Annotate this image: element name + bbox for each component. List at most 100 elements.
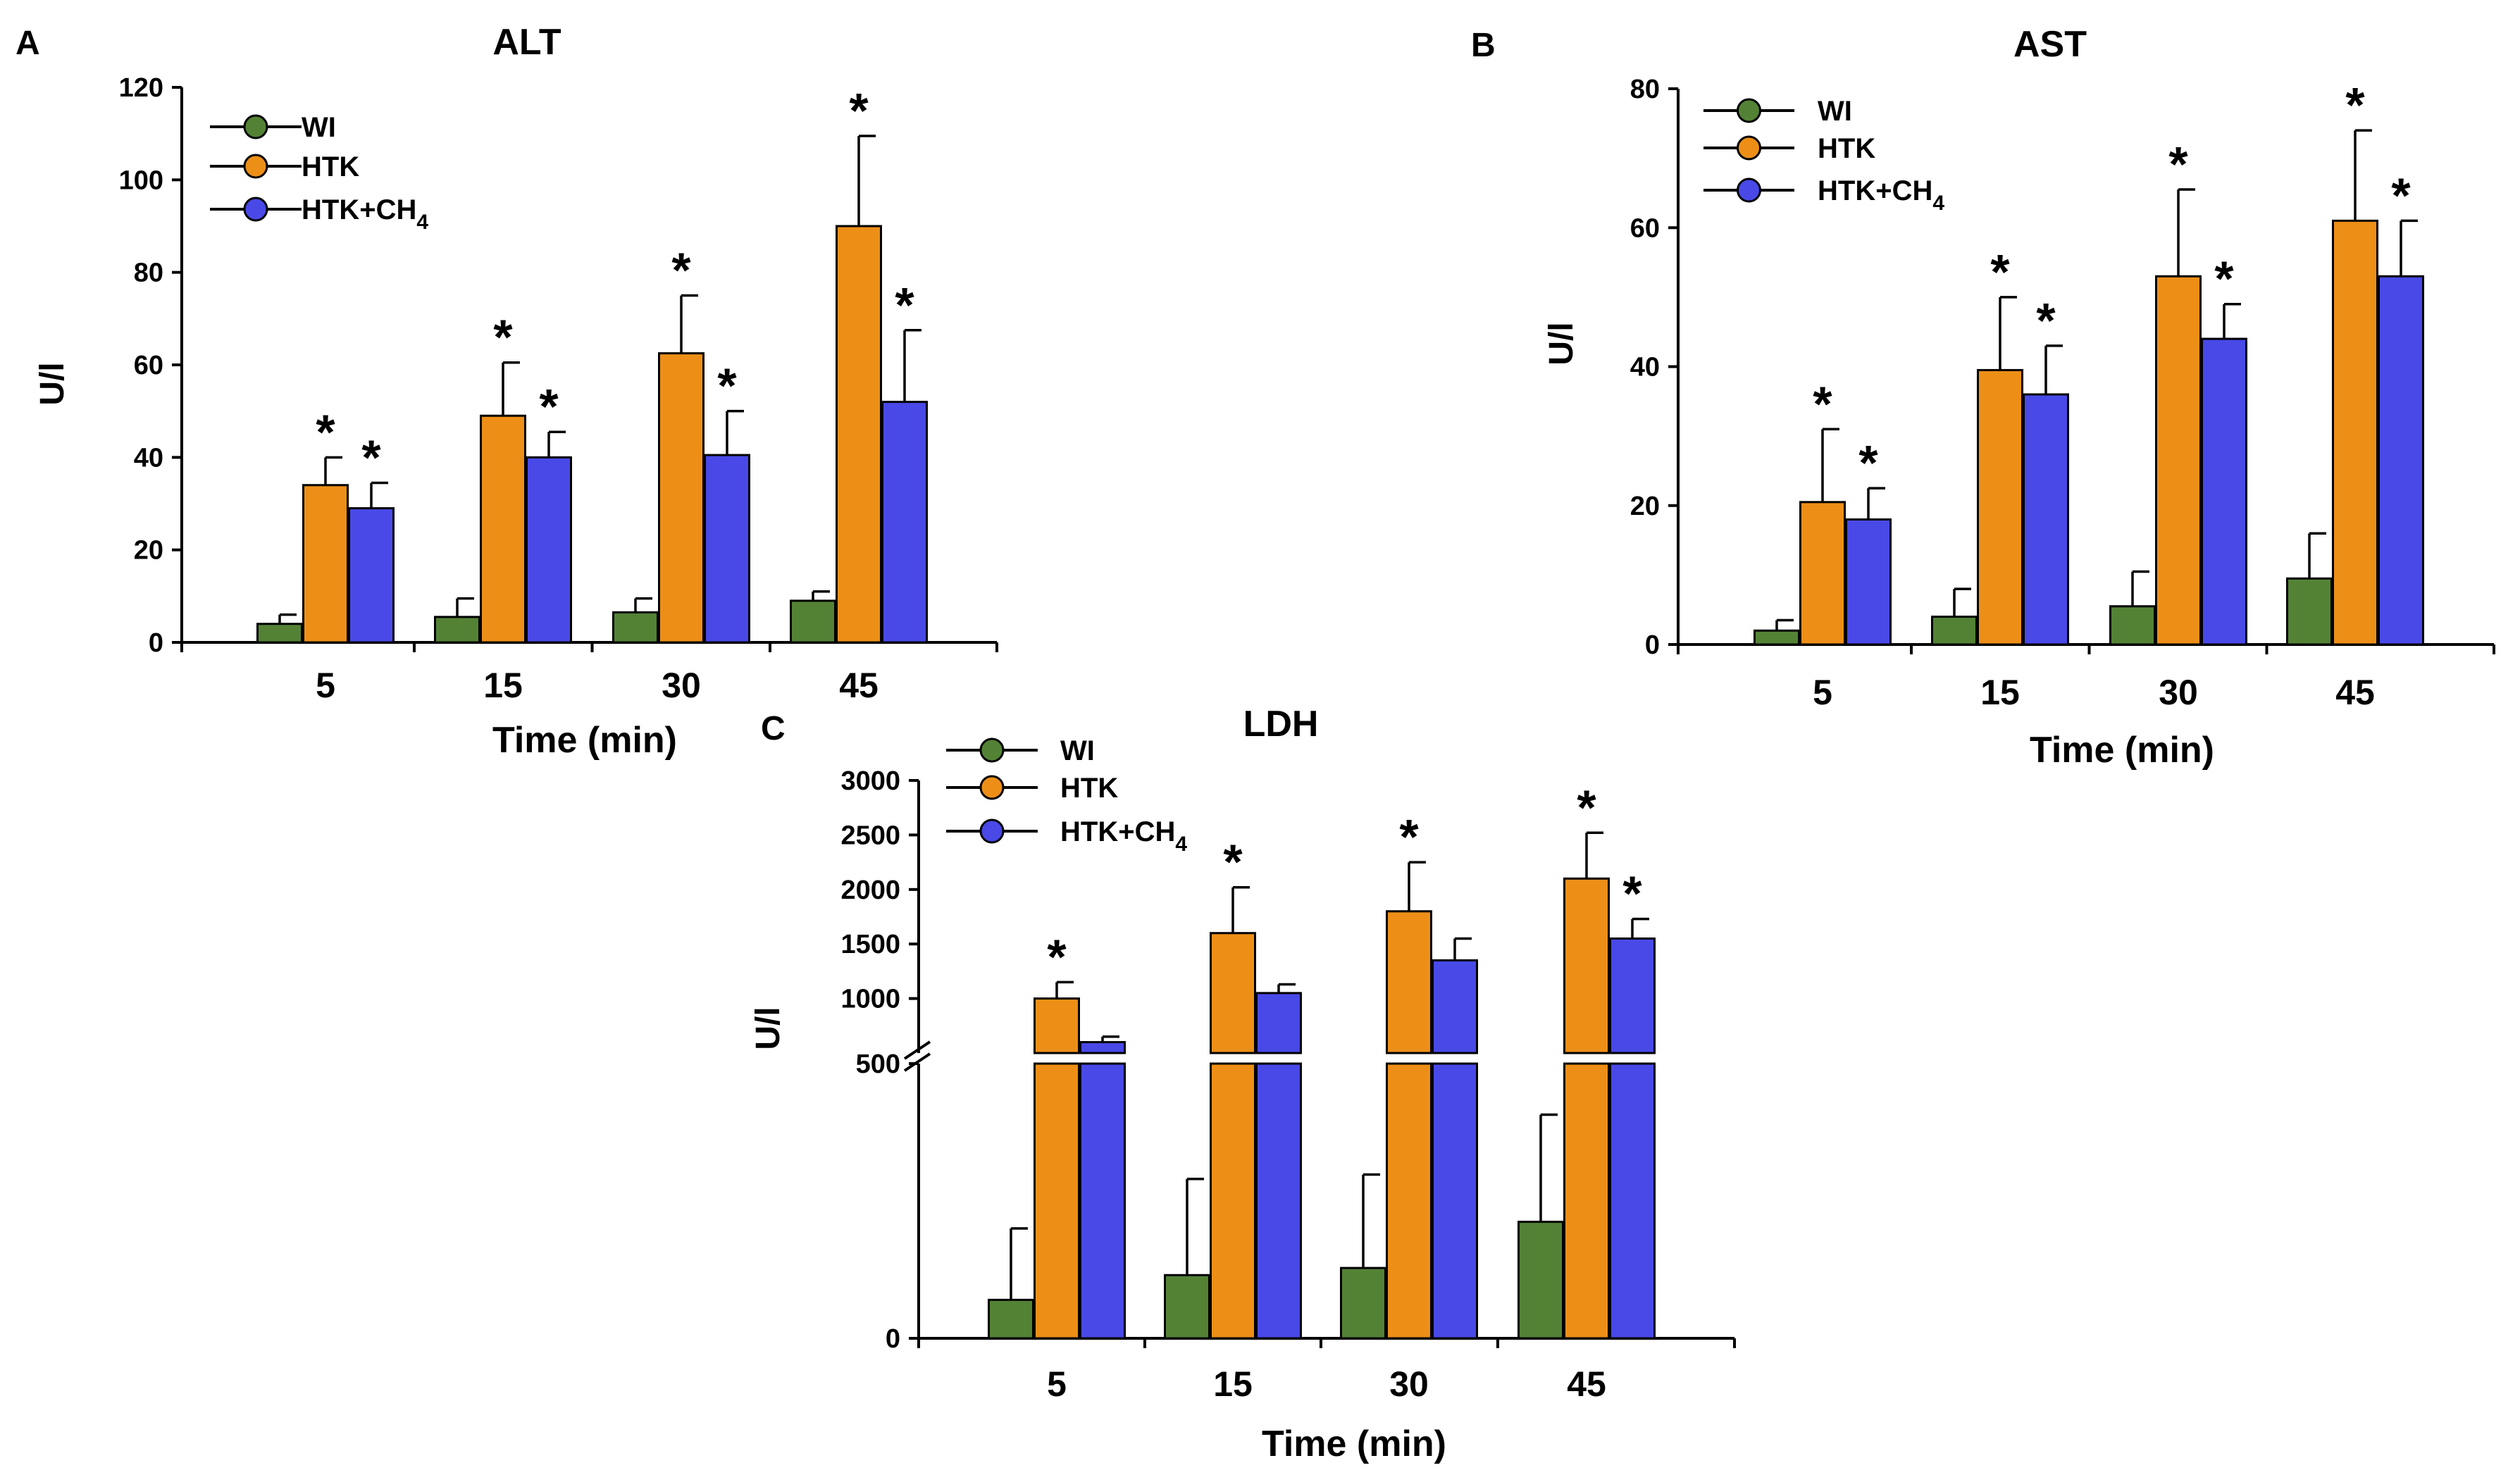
legend: WI HTK HTK+CH4 [210,112,428,234]
y-tick-label: 1500 [840,930,900,959]
bar [348,507,395,644]
y-tick-label: 1000 [840,985,900,1014]
legend-marker [1737,98,1761,123]
legend-label: HTK+CH4 [1060,816,1187,856]
bar [1255,992,1302,1054]
bar [2332,219,2378,646]
error-bar [1539,1113,1558,1222]
x-tick-label: 30 [1389,1364,1429,1404]
x-axis-label: Time (min) [492,720,677,761]
y-axis-label: U/l [750,1007,787,1050]
y-tick-label: 80 [134,259,163,288]
bar [612,611,659,644]
y-tick-label: 100 [119,166,163,195]
legend-label: HTK+CH4 [302,194,428,234]
bar [256,623,303,644]
y-tick-label: 20 [1630,492,1660,521]
bar [1977,368,2023,646]
y-tick-label: 120 [119,73,163,103]
bar [2378,275,2424,646]
error-bar [2131,570,2149,606]
error-bar [680,294,698,354]
significance-star: * [1990,244,2010,299]
legend-label: WI [302,112,336,143]
x-tick-label: 45 [2335,673,2375,712]
significance-star: * [1858,435,1878,490]
y-tick-label: 80 [1630,75,1660,104]
y-tick-label: 40 [1630,353,1660,382]
error-bar [1867,487,1885,520]
x-tick-label: 45 [839,666,879,705]
legend: WI HTK HTK+CH4 [1703,96,1944,215]
error-bar [1999,296,2017,370]
error-bar [2177,188,2195,277]
y-tick-label: 60 [134,351,163,380]
x-tick-label: 5 [316,666,335,705]
bar [1340,1266,1386,1340]
error-bar [1101,1035,1119,1042]
panel-label: C [761,710,786,747]
bar [480,414,526,644]
error-bar [1775,618,1794,631]
y-tick-label: 0 [1645,630,1660,660]
bar [2201,337,2247,646]
error-bar [547,430,566,458]
legend-label: WI [1818,96,1852,127]
bar [2109,605,2156,646]
significance-star: * [539,379,559,434]
plot-area: 0 20 40 60 80 5 15 30 45 * * * * * * * * [1630,75,2495,712]
significance-star: * [2214,251,2234,306]
y-tick-label: 0 [886,1324,900,1354]
legend-marker [243,154,268,179]
error-bar [456,597,474,617]
error-bar [2223,302,2241,340]
significance-star: * [2036,293,2056,348]
bar [1432,1062,1478,1340]
panel-label: A [15,25,40,62]
error-bar [278,613,297,624]
legend-label: HTK [302,151,359,182]
significance-star: * [1813,376,1832,431]
significance-star: * [1577,780,1596,835]
bar [1210,1062,1256,1340]
error-bar [726,409,744,456]
significance-star: * [849,83,869,138]
bar [1079,1041,1126,1054]
x-axis-label: Time (min) [2030,730,2214,771]
error-bar [903,329,921,402]
error-bar [1585,831,1603,879]
y-tick-label: 0 [149,628,163,658]
y-axis-label: U/l [34,362,71,405]
bar [1079,1062,1126,1340]
x-tick-label: 15 [1980,673,2020,712]
significance-star: * [671,243,691,298]
bar [658,352,705,644]
error-bar [1277,983,1296,993]
bar [1164,1274,1210,1340]
significance-star: * [361,430,381,485]
x-tick-label: 45 [1567,1364,1606,1404]
significance-star: * [2391,168,2411,223]
significance-star: * [1047,929,1067,984]
x-tick-label: 30 [662,666,701,705]
x-axis-label: Time (min) [1262,1424,1446,1464]
panel-ast: B AST U/l Time (min) 0 20 40 60 80 5 15 30 45 * * *… [1471,24,2495,771]
chart-title: AST [2013,24,2087,65]
bar [1034,997,1080,1054]
x-tick-label: 15 [1213,1364,1253,1404]
error-bar [1010,1227,1028,1300]
significance-star: * [1223,835,1243,890]
error-bar [1953,587,1971,617]
error-bar [1631,917,1649,939]
significance-star: * [1622,866,1642,921]
error-bar [1186,1178,1204,1276]
plot-area: 0 500 1000 1500 2000 2500 3000 5 15 30 45 * * * * * [840,766,1736,1404]
panel-label: B [1471,27,1496,64]
bar [2286,577,2333,646]
legend-label: HTK+CH4 [1818,175,1944,215]
significance-star: * [717,359,737,413]
panel-ldh: C LDH U/l Time (min) 0 500 1000 1500 2000 250… [750,704,1736,1464]
legend-label: WI [1060,735,1095,766]
bar [2023,393,2069,646]
bar [790,599,836,644]
